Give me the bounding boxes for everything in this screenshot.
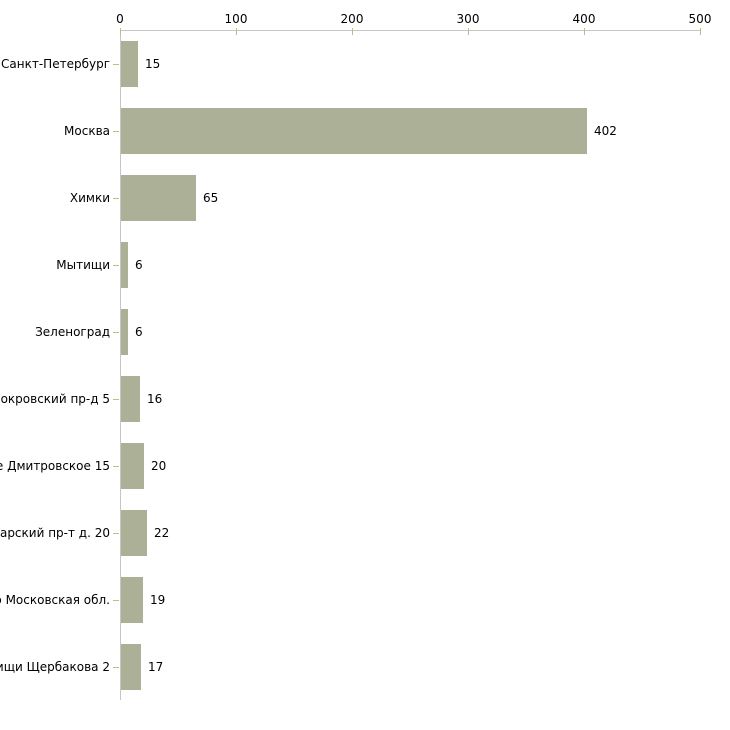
- category-label-text: Москва: [64, 123, 110, 138]
- category-label: Мытищи: [0, 257, 110, 273]
- x-axis-tick-label: 0: [116, 12, 124, 26]
- y-axis-tick-mark: [113, 533, 119, 534]
- category-label: ино Московская обл.: [0, 592, 110, 608]
- bar: [121, 107, 587, 154]
- y-axis-tick-mark: [113, 131, 119, 132]
- bar: [121, 643, 141, 690]
- value-label: 65: [203, 190, 219, 205]
- y-axis-tick-mark: [113, 600, 119, 601]
- bar: [121, 509, 147, 556]
- category-label-text: летарский пр-т д. 20: [0, 525, 110, 540]
- x-axis-tick-mark: [584, 28, 585, 35]
- category-label: арое Дмитровское 15: [0, 458, 110, 474]
- x-axis-tick-label: 400: [572, 12, 596, 26]
- y-axis-tick-mark: [113, 64, 119, 65]
- y-axis-line: [120, 30, 121, 700]
- value-label: 15: [145, 56, 161, 71]
- x-axis-tick-label: 100: [224, 12, 248, 26]
- x-axis-tick-mark: [352, 28, 353, 35]
- bar: [121, 442, 144, 489]
- bar: [121, 576, 143, 623]
- x-axis-tick-mark: [468, 28, 469, 35]
- value-label: 22: [154, 525, 170, 540]
- y-axis-tick-mark: [113, 399, 119, 400]
- x-axis-tick-label: 300: [456, 12, 480, 26]
- value-label: 20: [151, 458, 167, 473]
- y-axis-tick-mark: [113, 332, 119, 333]
- category-label-text: Мытищи: [56, 257, 110, 272]
- category-label-text: арое Дмитровское 15: [0, 458, 110, 473]
- category-label-text: Санкт-Петербург: [1, 56, 110, 71]
- value-label: 6: [135, 257, 143, 272]
- value-label: 402: [594, 123, 617, 138]
- x-axis-tick-mark: [700, 28, 701, 35]
- x-axis-line: [120, 30, 701, 31]
- value-label: 17: [148, 659, 164, 674]
- bar: [121, 174, 196, 221]
- y-axis-tick-mark: [113, 198, 119, 199]
- bar: [121, 40, 138, 87]
- value-label: 19: [150, 592, 166, 607]
- category-label-text: Мытищи Щербакова 2: [0, 659, 110, 674]
- category-label-text: й Покровский пр-д 5: [0, 391, 110, 406]
- y-axis-tick-mark: [113, 265, 119, 266]
- x-axis-tick-mark: [236, 28, 237, 35]
- x-axis-tick-label: 200: [340, 12, 364, 26]
- category-label: й Покровский пр-д 5: [0, 391, 110, 407]
- category-label-text: ино Московская обл.: [0, 592, 110, 607]
- value-label: 16: [147, 391, 163, 406]
- category-label-text: Зеленоград: [35, 324, 110, 339]
- category-label: Химки: [0, 190, 110, 206]
- category-label: летарский пр-т д. 20: [0, 525, 110, 541]
- bar: [121, 375, 140, 422]
- bar: [121, 241, 128, 288]
- category-label: Москва: [0, 123, 110, 139]
- category-label: Мытищи Щербакова 2: [0, 659, 110, 675]
- y-axis-tick-mark: [113, 466, 119, 467]
- bar: [121, 308, 128, 355]
- y-axis-tick-mark: [113, 667, 119, 668]
- category-label-text: Химки: [69, 190, 110, 205]
- category-label: Санкт-Петербург: [0, 56, 110, 72]
- value-label: 6: [135, 324, 143, 339]
- x-axis-tick-label: 500: [688, 12, 712, 26]
- category-label: Зеленоград: [0, 324, 110, 340]
- x-axis-tick-mark: [120, 28, 121, 35]
